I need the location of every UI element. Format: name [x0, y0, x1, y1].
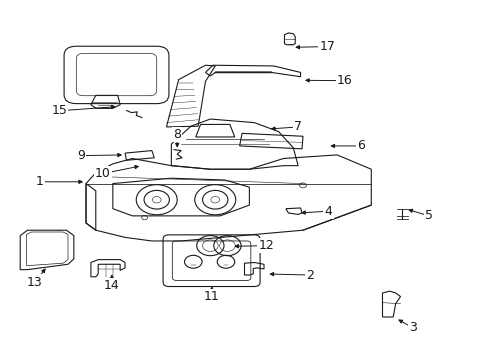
Text: 11: 11	[203, 290, 219, 303]
Text: 13: 13	[27, 276, 42, 289]
Text: 3: 3	[408, 321, 416, 334]
Text: 16: 16	[336, 74, 352, 87]
Text: 6: 6	[357, 139, 365, 152]
Text: 9: 9	[77, 149, 85, 162]
Text: 8: 8	[173, 128, 181, 141]
Text: 17: 17	[319, 40, 335, 53]
Text: 10: 10	[95, 167, 111, 180]
Text: 7: 7	[294, 121, 302, 134]
Text: 4: 4	[324, 205, 332, 218]
Text: 12: 12	[258, 239, 274, 252]
Text: 14: 14	[104, 279, 120, 292]
Text: 1: 1	[36, 175, 43, 188]
Text: 15: 15	[51, 104, 67, 117]
Text: 2: 2	[306, 269, 314, 282]
Text: 5: 5	[424, 210, 432, 222]
